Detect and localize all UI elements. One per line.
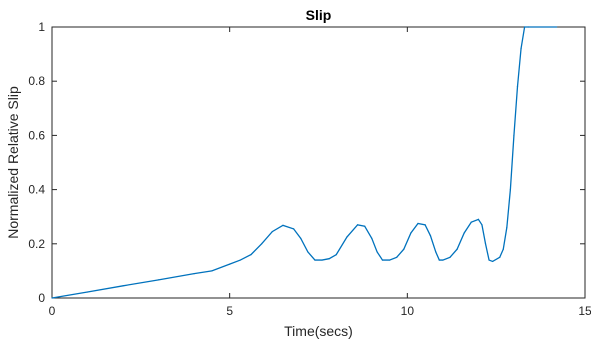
data-point xyxy=(523,26,526,28)
data-point xyxy=(555,26,558,28)
data-point xyxy=(282,224,284,226)
data-point xyxy=(481,224,483,226)
data-point xyxy=(424,224,426,226)
y-tick-label: 0.4 xyxy=(28,183,45,197)
chart-title: Slip xyxy=(306,7,332,23)
y-axis-label: Normalized Relative Slip xyxy=(5,86,21,239)
y-tick-label: 0.6 xyxy=(28,128,45,142)
data-point xyxy=(300,237,302,239)
data-point xyxy=(442,259,444,261)
data-point xyxy=(211,270,213,272)
data-point xyxy=(435,251,437,253)
data-point xyxy=(488,259,490,261)
data-point xyxy=(499,256,501,258)
data-point xyxy=(470,221,472,223)
data-point xyxy=(314,259,316,261)
data-point xyxy=(122,285,124,287)
data-point xyxy=(410,232,412,234)
y-tick-label: 1 xyxy=(38,20,45,34)
data-point xyxy=(193,273,195,275)
x-tick-label: 15 xyxy=(578,304,591,318)
data-point xyxy=(376,251,378,253)
data-point xyxy=(388,259,391,261)
data-point xyxy=(271,231,273,233)
y-tick-label: 0 xyxy=(38,291,45,305)
data-point xyxy=(307,251,309,253)
data-point xyxy=(371,237,373,239)
x-tick-label: 5 xyxy=(226,304,233,318)
data-point xyxy=(158,279,160,281)
data-point xyxy=(335,254,337,256)
data-point xyxy=(346,236,348,238)
y-tick-label: 0.8 xyxy=(28,74,45,88)
data-point xyxy=(403,248,405,250)
data-point xyxy=(527,26,529,28)
data-point xyxy=(520,48,522,50)
x-tick-label: 0 xyxy=(49,304,56,318)
data-point xyxy=(328,258,330,260)
series-line-slip xyxy=(51,26,557,299)
data-point xyxy=(513,134,515,136)
data-point xyxy=(449,256,451,258)
data-point xyxy=(484,243,487,245)
data-point xyxy=(516,86,519,88)
data-point xyxy=(250,254,252,256)
data-point xyxy=(477,218,479,221)
data-point xyxy=(364,225,366,227)
data-point xyxy=(51,297,53,299)
data-point xyxy=(492,260,494,263)
data-point xyxy=(506,226,508,229)
data-point xyxy=(321,259,323,261)
data-point xyxy=(456,248,458,250)
data-point xyxy=(229,263,231,265)
x-axis-label: Time(secs) xyxy=(284,323,353,339)
y-tick-label: 0.2 xyxy=(28,237,45,251)
data-point xyxy=(438,259,440,261)
data-point xyxy=(381,259,384,261)
data-point xyxy=(396,256,398,258)
data-point xyxy=(509,189,511,191)
data-point xyxy=(417,222,419,225)
x-tick-label: 10 xyxy=(401,304,415,318)
series-points xyxy=(51,26,558,299)
data-point xyxy=(463,232,465,234)
data-point xyxy=(239,259,241,261)
data-point xyxy=(356,224,359,226)
plot-area xyxy=(51,26,586,299)
data-point xyxy=(261,243,263,245)
data-point xyxy=(429,235,432,237)
data-point xyxy=(86,291,89,293)
data-point xyxy=(293,228,295,230)
data-point xyxy=(502,248,504,250)
